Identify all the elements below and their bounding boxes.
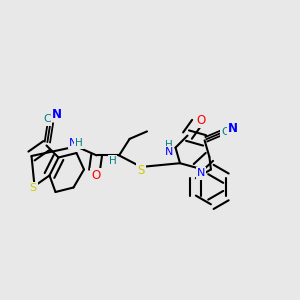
Text: N: N bbox=[69, 137, 77, 148]
Text: O: O bbox=[92, 169, 100, 182]
Text: N: N bbox=[165, 147, 173, 157]
Text: C: C bbox=[43, 114, 51, 124]
Text: N: N bbox=[197, 168, 205, 178]
Text: N: N bbox=[228, 122, 238, 136]
Text: H: H bbox=[165, 140, 173, 150]
Text: N: N bbox=[52, 107, 62, 121]
Text: S: S bbox=[29, 183, 37, 194]
Text: H: H bbox=[109, 156, 116, 166]
Text: S: S bbox=[137, 164, 145, 178]
Text: O: O bbox=[197, 114, 206, 127]
Text: H: H bbox=[75, 137, 83, 148]
Text: C: C bbox=[221, 127, 229, 137]
